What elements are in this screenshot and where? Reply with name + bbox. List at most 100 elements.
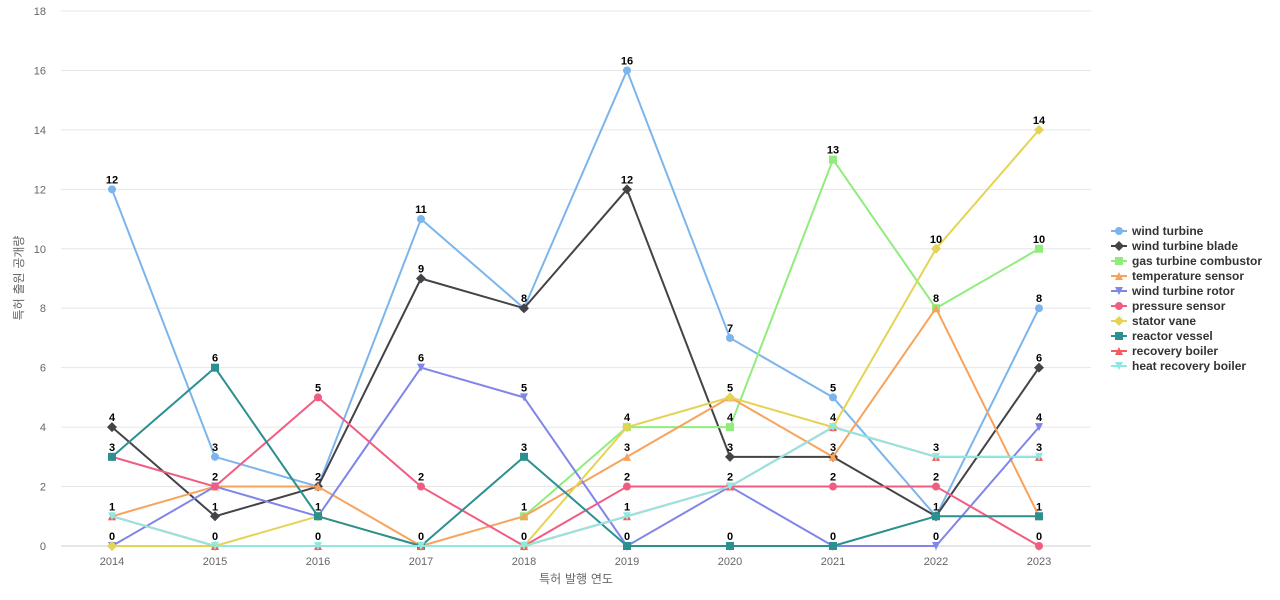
data-point-wind-turbine: [211, 452, 219, 461]
legend-item-gas-turbine-combustor[interactable]: gas turbine combustor: [1111, 254, 1262, 268]
data-point-wind-turbine-blade: [622, 184, 632, 195]
data-label: 1: [109, 501, 115, 513]
data-label: 0: [521, 531, 527, 543]
data-label: 2: [933, 472, 939, 484]
data-label: 0: [1036, 531, 1042, 543]
data-label: 0: [109, 531, 115, 543]
data-point-pressure-sensor: [623, 482, 631, 491]
data-label: 7: [727, 323, 733, 335]
data-point-temperature-sensor: [932, 304, 940, 313]
data-point-reactor-vessel: [829, 542, 837, 550]
data-label: 14: [1033, 115, 1046, 127]
y-tick-label: 2: [40, 482, 46, 494]
data-label: 0: [212, 531, 218, 543]
legend-item-temperature-sensor[interactable]: temperature sensor: [1111, 269, 1244, 283]
data-label: 3: [624, 442, 630, 454]
data-point-heat-recovery-boiler: [417, 542, 425, 550]
data-label: 6: [212, 353, 218, 365]
data-point-wind-turbine-rotor: [932, 542, 940, 550]
data-label: 3: [1036, 442, 1042, 454]
data-label: 1: [1036, 501, 1042, 513]
data-point-reactor-vessel: [520, 452, 528, 461]
data-point-stator-vane: [931, 243, 941, 254]
data-label: 12: [621, 174, 633, 186]
data-point-heat-recovery-boiler: [211, 542, 219, 550]
data-point-temperature-sensor: [829, 452, 837, 461]
data-point-wind-turbine-rotor: [1035, 423, 1043, 432]
data-label: 1: [315, 501, 321, 513]
series-line-gas-turbine-combustor: [523, 158, 1040, 518]
data-label: 3: [830, 442, 836, 454]
data-point-heat-recovery-boiler: [314, 542, 322, 550]
data-point-reactor-vessel: [726, 542, 734, 550]
legend-item-wind-turbine-blade[interactable]: wind turbine blade: [1111, 239, 1238, 253]
y-tick-label: 12: [34, 184, 46, 196]
series-wind-turbine: [108, 66, 1043, 521]
data-label: 2: [315, 472, 321, 484]
data-label: 12: [106, 174, 118, 186]
legend-item-pressure-sensor[interactable]: pressure sensor: [1111, 299, 1226, 313]
series-gas-turbine-combustor: [520, 155, 1043, 521]
data-label: 5: [315, 382, 321, 394]
data-label: 4: [727, 412, 734, 424]
data-labels: 1243106321052101196208531016124321075432…: [106, 55, 1046, 543]
data-point-stator-vane: [725, 392, 735, 403]
data-label: 1: [933, 501, 939, 513]
y-axis-ticks: 0 2 4 6 8 10 12 14 16 18: [34, 6, 46, 553]
legend-label: pressure sensor: [1132, 299, 1226, 313]
x-tick-label: 2016: [306, 556, 330, 568]
data-point-temperature-sensor: [520, 512, 528, 521]
legend-label: heat recovery boiler: [1132, 359, 1246, 373]
legend-symbol: [1115, 272, 1123, 280]
data-point-heat-recovery-boiler: [932, 452, 940, 461]
x-tick-label: 2020: [718, 556, 742, 568]
data-point-wind-turbine: [417, 215, 425, 224]
legend-symbol: [1115, 347, 1123, 355]
data-label: 1: [521, 501, 527, 513]
x-tick-label: 2018: [512, 556, 536, 568]
legend-item-wind-turbine[interactable]: wind turbine: [1111, 224, 1204, 238]
y-tick-label: 8: [40, 303, 46, 315]
legend-item-stator-vane[interactable]: stator vane: [1111, 314, 1196, 328]
y-tick-label: 18: [34, 6, 46, 18]
legend-item-wind-turbine-rotor[interactable]: wind turbine rotor: [1111, 284, 1235, 298]
data-label: 4: [1036, 412, 1043, 424]
data-label: 4: [830, 412, 837, 424]
legend-symbol: [1114, 316, 1124, 326]
data-label: 2: [418, 472, 424, 484]
series-line-wind-turbine-rotor: [111, 366, 1040, 547]
x-tick-label: 2019: [615, 556, 639, 568]
grid-lines: [61, 10, 1091, 547]
series-reactor-vessel: [108, 363, 1043, 550]
series-line-stator-vane: [111, 128, 1040, 547]
legend-label: gas turbine combustor: [1132, 254, 1262, 268]
x-tick-label: 2022: [924, 556, 948, 568]
legend-symbol: [1115, 257, 1123, 265]
data-label: 2: [830, 472, 836, 484]
data-point-wind-turbine-blade: [107, 422, 117, 433]
data-label: 8: [521, 293, 527, 305]
data-point-reactor-vessel: [932, 512, 940, 521]
data-label: 5: [727, 382, 733, 394]
plot-area: [107, 66, 1044, 551]
data-point-reactor-vessel: [314, 512, 322, 521]
legend-symbol: [1115, 227, 1123, 235]
legend-label: wind turbine: [1131, 224, 1204, 238]
data-point-wind-turbine-blade: [1034, 362, 1044, 373]
data-label: 0: [315, 531, 321, 543]
data-point-temperature-sensor: [314, 482, 322, 491]
data-point-gas-turbine-combustor: [1035, 244, 1043, 253]
series-line-heat-recovery-boiler: [111, 426, 1040, 547]
data-point-wind-turbine-blade: [210, 511, 220, 522]
legend-item-reactor-vessel[interactable]: reactor vessel: [1111, 329, 1213, 343]
legend-item-heat-recovery-boiler[interactable]: heat recovery boiler: [1111, 359, 1246, 373]
data-label: 3: [727, 442, 733, 454]
data-point-pressure-sensor: [314, 393, 322, 402]
series-line-wind-turbine: [111, 69, 1040, 518]
legend-label: reactor vessel: [1132, 329, 1213, 343]
data-point-wind-turbine-blade: [519, 303, 529, 314]
legend-item-recovery-boiler[interactable]: recovery boiler: [1111, 344, 1218, 358]
data-point-wind-turbine: [623, 66, 631, 75]
